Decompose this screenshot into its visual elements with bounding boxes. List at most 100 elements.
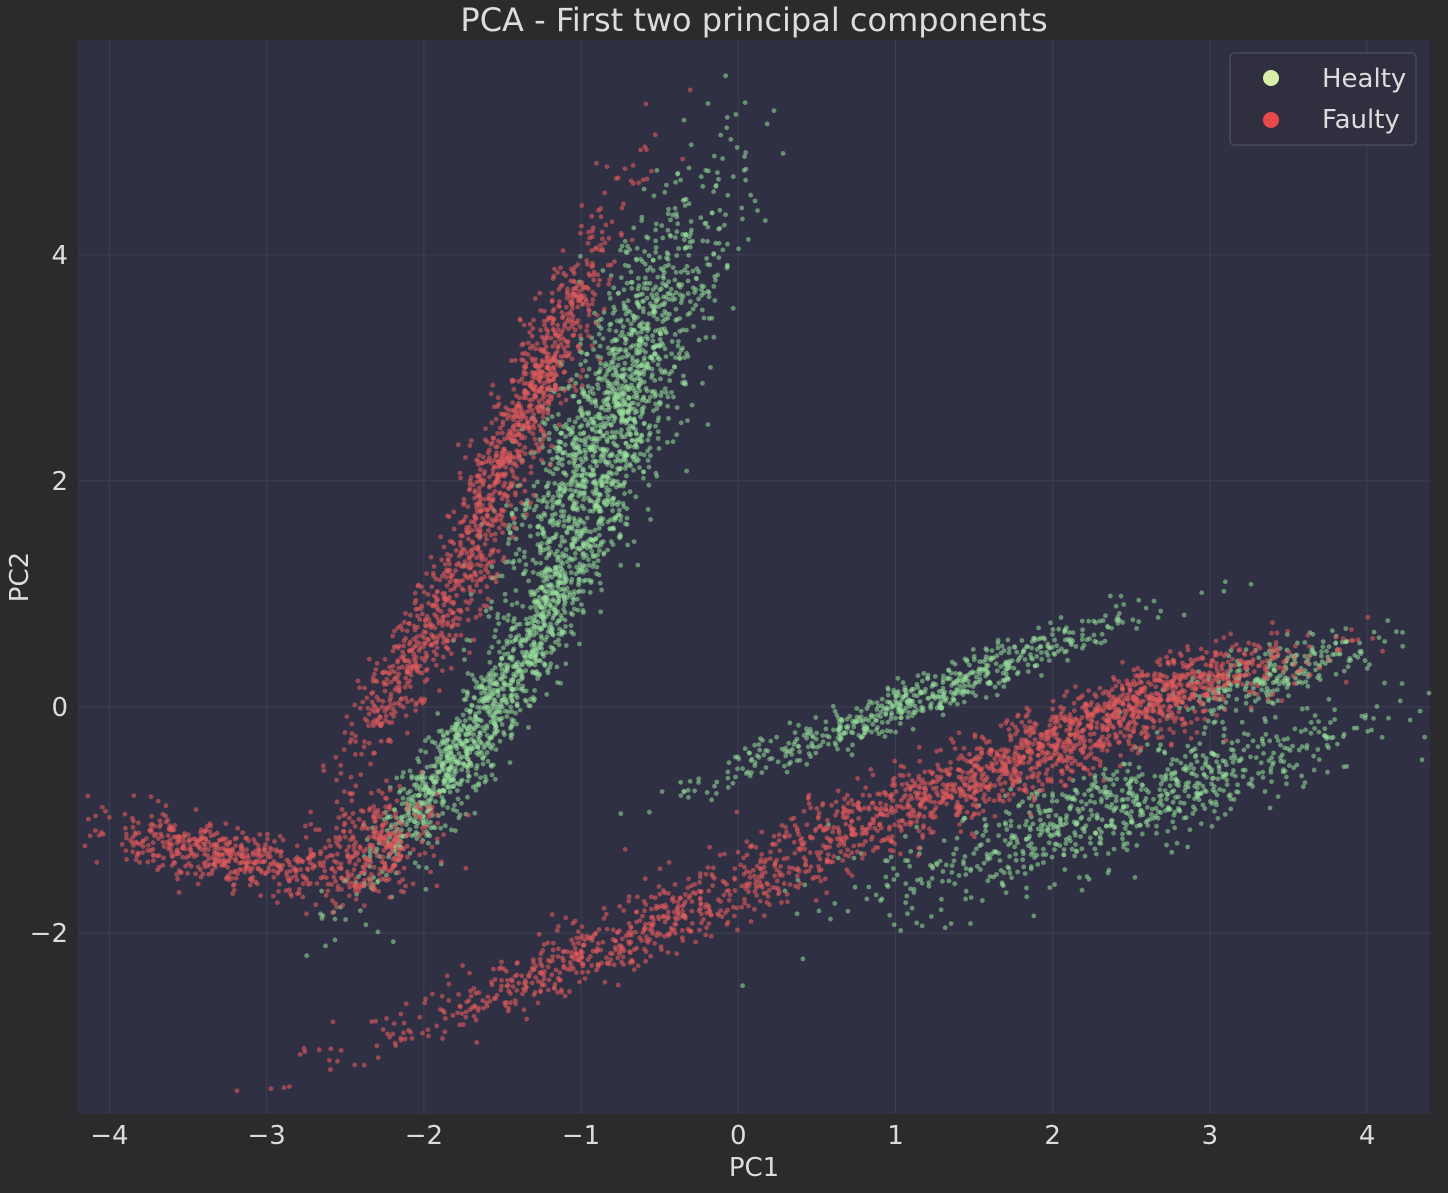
data-point (1145, 804, 1150, 810)
data-point (547, 665, 553, 670)
data-point (504, 700, 510, 706)
data-point (521, 554, 527, 560)
data-point (637, 376, 643, 382)
data-point (516, 547, 522, 552)
data-point (1007, 854, 1012, 859)
data-point (820, 733, 826, 738)
data-point (1021, 864, 1027, 870)
data-point (488, 442, 494, 447)
data-point (536, 594, 542, 600)
data-point (630, 328, 636, 333)
data-point (641, 372, 647, 377)
data-point (682, 245, 688, 251)
data-point (554, 349, 560, 354)
data-point (1002, 838, 1008, 843)
data-point (1178, 760, 1184, 766)
data-point (665, 257, 671, 262)
data-point (577, 333, 583, 339)
data-point (556, 599, 561, 604)
data-point (528, 592, 534, 598)
data-point (422, 775, 428, 780)
data-point (1037, 832, 1043, 838)
data-point (642, 144, 648, 150)
data-point (741, 167, 747, 173)
data-point (482, 706, 487, 711)
data-point (596, 386, 601, 391)
data-point (496, 693, 501, 699)
data-point (1298, 729, 1304, 734)
data-point (414, 824, 419, 829)
data-point (610, 478, 616, 484)
data-point (740, 766, 745, 772)
data-point (1231, 797, 1237, 802)
data-point (524, 698, 529, 704)
data-point (490, 668, 495, 674)
data-point (637, 451, 643, 457)
data-point (323, 943, 328, 949)
data-point (895, 675, 901, 681)
data-point (493, 628, 498, 633)
data-point (1137, 822, 1143, 828)
data-point (930, 691, 936, 697)
data-point (650, 338, 656, 344)
data-point (1249, 776, 1255, 782)
data-point (609, 219, 615, 225)
data-point (828, 916, 833, 922)
data-point (453, 568, 458, 573)
data-point (987, 874, 993, 879)
data-point (527, 524, 533, 529)
data-point (915, 685, 920, 690)
data-point (542, 534, 547, 539)
data-point (468, 438, 474, 443)
data-point (1315, 747, 1321, 752)
data-point (1346, 658, 1352, 664)
data-point (488, 677, 493, 683)
data-point (554, 426, 560, 432)
data-point (641, 379, 647, 385)
data-point (1303, 679, 1309, 685)
data-point (550, 645, 556, 651)
data-point (885, 719, 891, 725)
data-point (1236, 758, 1242, 764)
data-point (1072, 797, 1078, 803)
data-point (429, 584, 435, 590)
data-point (888, 854, 894, 860)
data-point (498, 709, 503, 715)
data-point (523, 616, 529, 622)
data-point (1156, 809, 1161, 815)
data-point (444, 574, 449, 580)
data-point (643, 386, 649, 391)
data-point (640, 320, 645, 326)
data-point (1099, 829, 1104, 835)
data-point (501, 615, 507, 621)
data-point (624, 473, 629, 479)
data-point (1304, 743, 1310, 748)
data-point (865, 702, 871, 708)
data-point (1080, 806, 1086, 812)
data-point (673, 235, 678, 240)
data-point (580, 459, 585, 465)
data-point (626, 366, 632, 372)
data-point (558, 265, 563, 271)
data-point (874, 700, 880, 705)
data-point (547, 448, 552, 454)
data-point (956, 873, 962, 878)
data-point (530, 669, 535, 675)
data-point (645, 448, 650, 454)
data-point (893, 729, 898, 735)
data-point (405, 790, 411, 796)
data-point (1419, 757, 1425, 763)
data-point (929, 876, 935, 881)
data-point (813, 750, 819, 756)
data-point (639, 397, 645, 403)
data-point (1104, 795, 1110, 801)
data-point (1187, 827, 1193, 833)
data-point (667, 378, 673, 383)
data-point (672, 205, 678, 211)
data-point (716, 240, 722, 246)
data-point (598, 242, 604, 248)
data-point (1108, 777, 1114, 782)
data-point (1143, 819, 1149, 825)
data-point (648, 453, 653, 458)
data-point (844, 726, 850, 731)
